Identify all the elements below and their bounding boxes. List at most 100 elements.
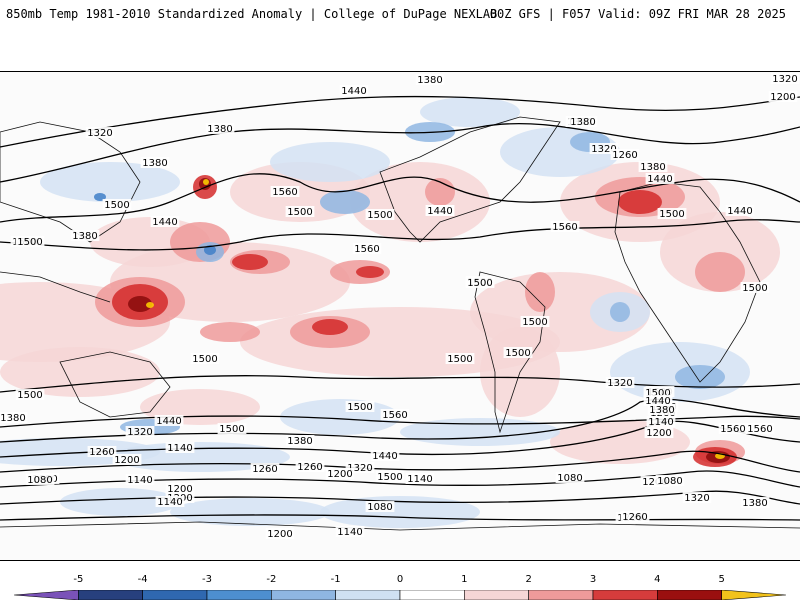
- height-contour: [0, 173, 800, 223]
- coastline: [379, 116, 561, 243]
- svg-text:1380: 1380: [142, 158, 167, 169]
- svg-text:1500: 1500: [287, 207, 312, 218]
- contour-label: 1260: [250, 463, 280, 475]
- colorbar-segment: [464, 590, 529, 600]
- svg-text:1380: 1380: [640, 162, 665, 173]
- contour-label: 1380: [638, 161, 668, 173]
- coastline: [0, 121, 141, 243]
- contour-label: 1500: [465, 277, 495, 289]
- svg-text:1500: 1500: [17, 237, 42, 248]
- contour-label: 1320: [682, 492, 712, 504]
- contour-label: 1260: [610, 149, 640, 161]
- svg-text:1200: 1200: [770, 92, 795, 103]
- colorbar-tick-label: 1: [461, 574, 468, 585]
- height-contour: [0, 450, 800, 473]
- svg-text:1380: 1380: [417, 75, 442, 86]
- contour-label: 1200: [644, 427, 674, 439]
- contour-label: 1440: [150, 216, 180, 228]
- svg-text:1380: 1380: [0, 413, 25, 424]
- svg-text:1260: 1260: [89, 447, 114, 458]
- svg-text:1140: 1140: [127, 475, 152, 486]
- contour-label: 1560: [745, 423, 775, 435]
- svg-text:1320: 1320: [591, 144, 616, 155]
- contour-label: 1080: [655, 475, 685, 487]
- colorbar-tick-label: 5: [718, 574, 725, 585]
- svg-text:1560: 1560: [272, 187, 297, 198]
- model-run-info: 00Z GFS | F057 Valid: 09Z FRI MAR 28 202…: [489, 7, 786, 21]
- contour-label: 1500: [285, 206, 315, 218]
- svg-text:1380: 1380: [207, 124, 232, 135]
- svg-text:1500: 1500: [505, 348, 530, 359]
- colorbar-segment: [206, 590, 272, 600]
- contour-label: 1440: [643, 395, 673, 407]
- svg-text:1080: 1080: [657, 476, 682, 487]
- contour-label: 1380: [0, 412, 28, 424]
- height-contour: [0, 490, 800, 505]
- contour-label: 1380: [647, 404, 677, 416]
- anomaly-patch: [320, 190, 370, 214]
- svg-text:1320: 1320: [772, 74, 797, 85]
- contour-label: 1380: [285, 435, 315, 447]
- svg-text:1500: 1500: [742, 283, 767, 294]
- colorbar-segment: [335, 590, 401, 600]
- contour-label: 1140: [405, 473, 435, 485]
- height-contour: [0, 470, 800, 488]
- contour-label: 1320: [589, 143, 619, 155]
- svg-text:1560: 1560: [747, 424, 772, 435]
- contour-label: 1440: [725, 205, 755, 217]
- contour-label: 1200: [640, 476, 670, 488]
- colorbar-segment: [142, 590, 208, 600]
- svg-text:1500: 1500: [104, 200, 129, 211]
- colorbar-segment: [592, 590, 658, 600]
- svg-text:1260: 1260: [622, 512, 647, 523]
- anomaly-patch: [204, 245, 216, 255]
- svg-text:1140: 1140: [157, 497, 182, 508]
- svg-text:1500: 1500: [347, 402, 372, 413]
- svg-text:1440: 1440: [341, 86, 366, 97]
- anomaly-patch: [40, 162, 180, 202]
- contour-label: 1440: [339, 85, 369, 97]
- colorbar-tick-label: 3: [589, 574, 597, 585]
- svg-text:1440: 1440: [647, 174, 672, 185]
- contour-label: 1260: [620, 511, 650, 523]
- colorbar-tick-label: -4: [137, 574, 148, 585]
- contour-label: 1080: [25, 474, 55, 486]
- svg-text:1200: 1200: [646, 428, 671, 439]
- svg-text:1560: 1560: [552, 222, 577, 233]
- svg-text:1500: 1500: [367, 210, 392, 221]
- colorbar-segment: [78, 590, 143, 600]
- svg-text:1560: 1560: [354, 244, 379, 255]
- contour-label: 1140: [165, 442, 195, 454]
- contour-label: 1080: [555, 472, 585, 484]
- svg-text:1140: 1140: [337, 527, 362, 538]
- contour-label: 1140: [646, 416, 676, 428]
- svg-text:1500: 1500: [17, 390, 42, 401]
- contour-label: 1200: [768, 91, 798, 103]
- contour-label: 1500: [520, 316, 550, 328]
- svg-text:1440: 1440: [727, 206, 752, 217]
- contour-label: 1200: [325, 468, 355, 480]
- contour-label: 1140: [335, 526, 365, 538]
- contour-label: 1500: [445, 353, 475, 365]
- anomaly-colorbar: -5 -4 -3 -2 -1 0 1 2 3 4 5: [0, 568, 800, 600]
- contour-label: 1140: [125, 474, 155, 486]
- contour-label: 1560: [380, 409, 410, 421]
- contour-label: 1500: [375, 471, 405, 483]
- anomaly-map[interactable]: 1380132014401380132012001380132012601380…: [0, 71, 800, 561]
- height-contour: [0, 219, 800, 251]
- contour-label: 1500: [740, 282, 770, 294]
- contour-label: 1500: [503, 347, 533, 359]
- svg-text:1200: 1200: [642, 477, 667, 488]
- contour-label: 1500: [102, 199, 132, 211]
- svg-text:1380: 1380: [72, 231, 97, 242]
- svg-text:1440: 1440: [152, 217, 177, 228]
- contour-label: 1140: [155, 496, 185, 508]
- colorbar-segment: [721, 590, 786, 600]
- svg-text:1080: 1080: [27, 475, 52, 486]
- contour-label: 1380: [740, 497, 770, 509]
- svg-text:1500: 1500: [659, 209, 684, 220]
- contour-label: 1380: [205, 123, 235, 135]
- continent-outlines: [0, 116, 800, 531]
- svg-text:1500: 1500: [219, 424, 244, 435]
- contour-label: 1200: [165, 483, 195, 495]
